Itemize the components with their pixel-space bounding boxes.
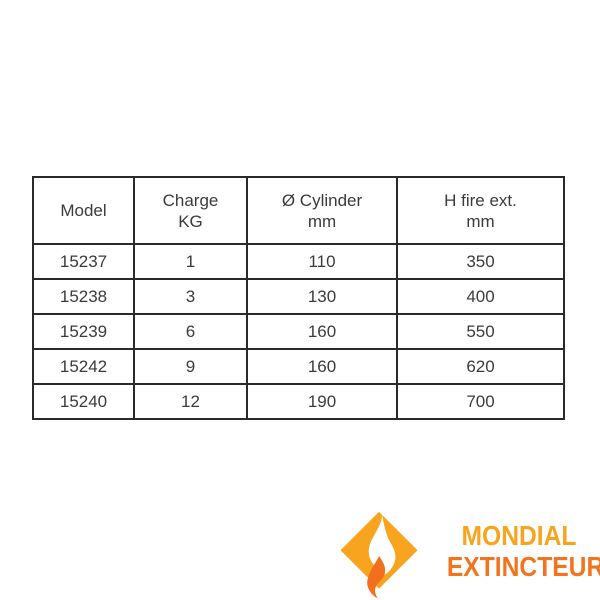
header-label: H fire ext. <box>444 190 517 210</box>
header-label: Ø Cylinder <box>281 190 363 210</box>
cell-height: 350 <box>396 243 565 280</box>
cell-model: 15240 <box>32 383 135 420</box>
brand-logo: MONDIAL EXTINCTEUR <box>338 509 600 600</box>
header-label: Model <box>60 201 107 220</box>
header-row: Model Charge KG Ø Cylinder mm H fire ext… <box>32 176 565 245</box>
cell-height: 550 <box>396 313 565 350</box>
cell-cylinder: 190 <box>246 383 398 420</box>
header-label: Charge <box>162 190 219 210</box>
header-cell-cylinder-diameter: Ø Cylinder mm <box>246 176 398 245</box>
cell-charge: 6 <box>133 313 248 350</box>
inner-flame-shape <box>367 556 386 599</box>
table-row: 15238 3 130 400 <box>32 278 565 315</box>
table-row: 15240 12 190 700 <box>32 383 565 420</box>
header-label-unit: mm <box>466 211 495 231</box>
cell-charge: 9 <box>133 348 248 385</box>
header-label-unit: mm <box>307 211 337 231</box>
table-row: 15242 9 160 620 <box>32 348 565 385</box>
cell-cylinder: 110 <box>246 243 398 280</box>
cell-model: 15237 <box>32 243 135 280</box>
cell-cylinder: 160 <box>246 313 398 350</box>
brand-name-line2: EXTINCTEUR <box>446 551 600 582</box>
cell-charge: 12 <box>133 383 248 420</box>
cell-model: 15239 <box>32 313 135 350</box>
flame-diamond-icon <box>340 511 418 599</box>
header-cell-charge: Charge KG <box>133 176 248 245</box>
header-cell-model: Model <box>32 176 135 245</box>
cell-height: 700 <box>396 383 565 420</box>
cell-cylinder: 130 <box>246 278 398 315</box>
cell-model: 15242 <box>32 348 135 385</box>
cell-height: 400 <box>396 278 565 315</box>
header-cell-height: H fire ext. mm <box>396 176 565 245</box>
brand-wordmark: MONDIAL EXTINCTEUR <box>437 520 600 582</box>
cell-cylinder: 160 <box>246 348 398 385</box>
cell-charge: 1 <box>133 243 248 280</box>
header-label-unit: KG <box>178 211 203 231</box>
table-row: 15239 6 160 550 <box>32 313 565 350</box>
cell-model: 15238 <box>32 278 135 315</box>
cell-height: 620 <box>396 348 565 385</box>
brand-name-line1: MONDIAL <box>461 520 577 551</box>
table-row: 15237 1 110 350 <box>32 243 565 280</box>
spec-table: Model Charge KG Ø Cylinder mm H fire ext… <box>32 176 565 420</box>
cell-charge: 3 <box>133 278 248 315</box>
